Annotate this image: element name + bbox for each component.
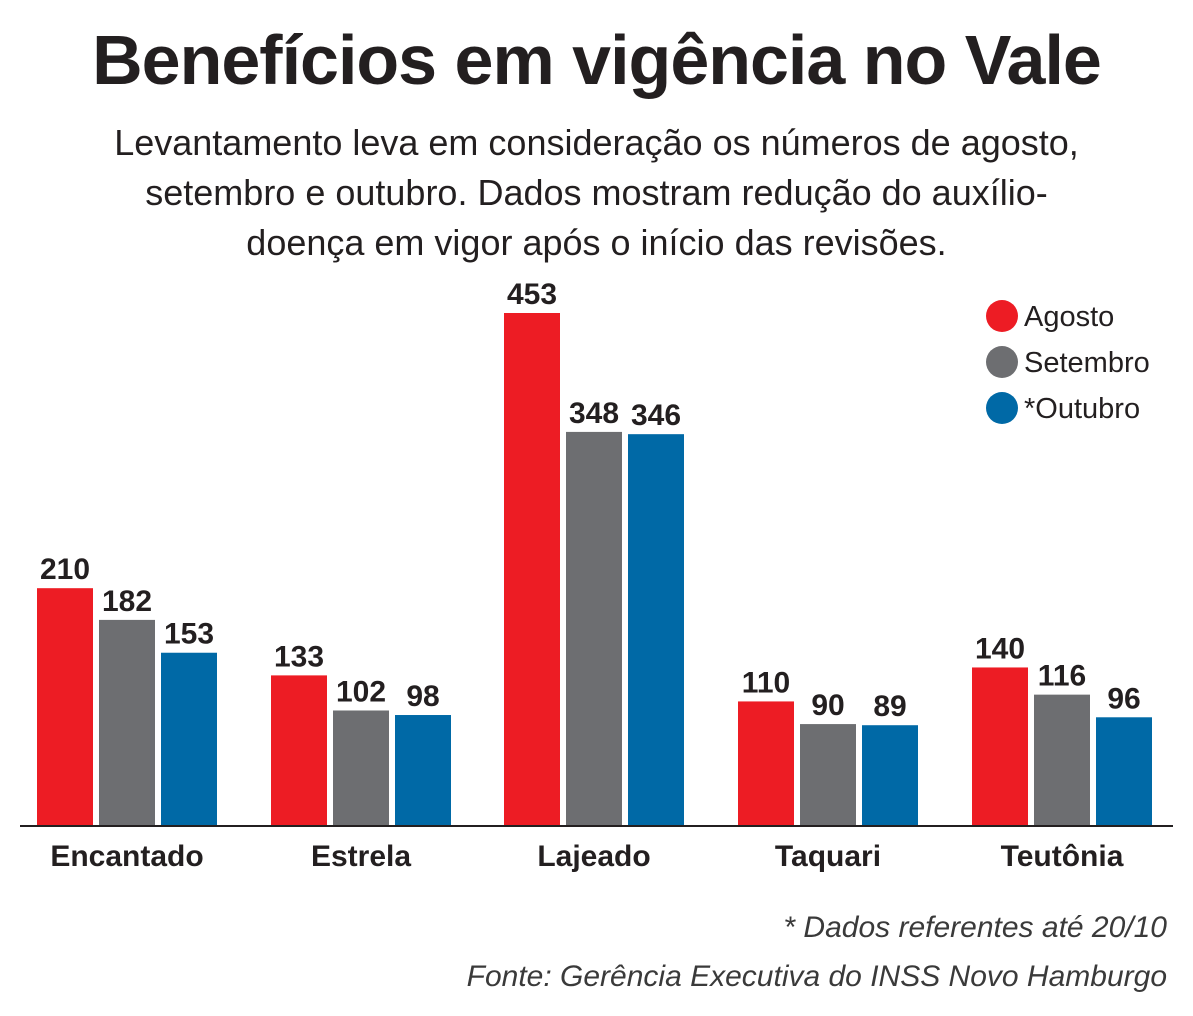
bar-taquari-outubro	[862, 725, 918, 826]
category-labels: Encantado Estrela Lajeado Taquari Teutônia	[50, 840, 1123, 873]
bar-value-label: 453	[507, 278, 557, 311]
bar-lajeado-setembro	[566, 431, 622, 826]
legend-label-agosto: Agosto	[1024, 301, 1114, 333]
bar-value-label: 133	[274, 640, 324, 673]
bar-lajeado-outubro	[628, 434, 684, 826]
bar-value-label: 153	[164, 618, 214, 651]
legend-label-outubro: *Outubro	[1024, 393, 1140, 425]
bar-taquari-agosto	[738, 701, 794, 826]
bar-value-label: 210	[40, 553, 90, 586]
bar-value-label: 116	[1038, 660, 1086, 693]
bar-value-label: 98	[406, 680, 439, 713]
category-label-estrela: Estrela	[311, 840, 411, 873]
bar-value-label: 182	[102, 585, 152, 618]
bar-value-label: 90	[811, 689, 844, 722]
bars-layer: 210 182 153 133 102 98 453 348 346 110 90 89 140 116 9…	[37, 278, 1152, 826]
bar-value-label: 110	[742, 666, 790, 699]
category-label-lajeado: Lajeado	[537, 840, 650, 873]
category-label-encantado: Encantado	[50, 840, 203, 873]
bar-taquari-setembro	[800, 724, 856, 826]
bar-encantado-outubro	[161, 652, 217, 826]
bar-estrela-agosto	[271, 675, 327, 826]
legend-label-setembro: Setembro	[1024, 347, 1150, 379]
bar-encantado-setembro	[99, 619, 155, 826]
bar-value-label: 346	[631, 399, 681, 432]
chart-title: Benefícios em vigência no Vale	[92, 21, 1102, 99]
bar-teutonia-setembro	[1034, 694, 1090, 826]
legend-swatch-agosto	[986, 300, 1018, 332]
bar-estrela-setembro	[333, 710, 389, 826]
bar-value-label: 96	[1107, 682, 1140, 715]
legend: Agosto Setembro *Outubro	[986, 300, 1150, 425]
source-note: Fonte: Gerência Executiva do INSS Novo H…	[466, 960, 1167, 993]
bar-teutonia-outubro	[1096, 717, 1152, 826]
category-label-teutonia: Teutônia	[1001, 840, 1124, 873]
bar-value-label: 89	[873, 690, 906, 723]
chart-subtitle: Levantamento leva em consideração os núm…	[114, 122, 1079, 263]
bar-value-label: 348	[569, 397, 619, 430]
legend-swatch-setembro	[986, 346, 1018, 378]
bar-value-label: 140	[975, 632, 1025, 665]
bar-lajeado-agosto	[504, 313, 560, 826]
bar-estrela-outubro	[395, 715, 451, 826]
category-label-taquari: Taquari	[775, 840, 881, 873]
legend-swatch-outubro	[986, 392, 1018, 424]
bar-teutonia-agosto	[972, 667, 1028, 826]
bar-encantado-agosto	[37, 588, 93, 826]
footnote: * Dados referentes até 20/10	[783, 911, 1167, 944]
bar-value-label: 102	[336, 675, 386, 708]
